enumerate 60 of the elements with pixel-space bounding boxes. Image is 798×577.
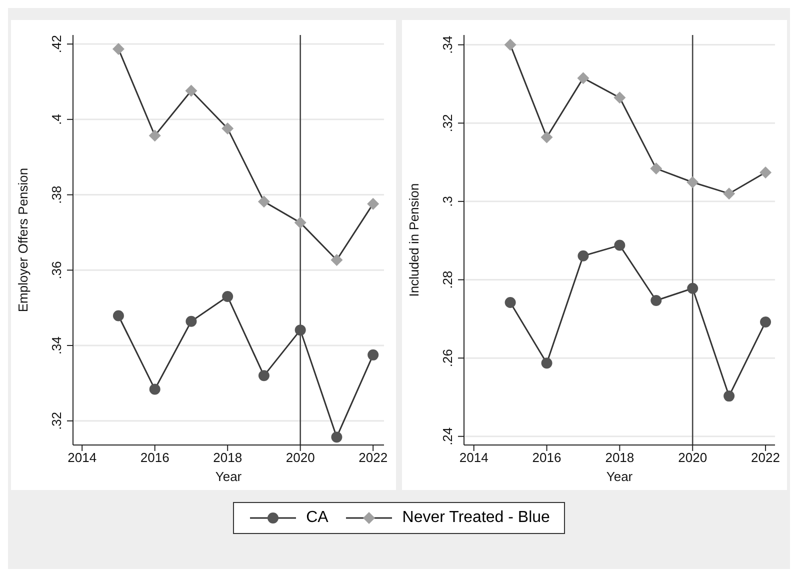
x-tick-label: 2022 — [751, 450, 780, 466]
point — [367, 198, 380, 210]
point — [760, 166, 772, 178]
y-tick-label: .24 — [440, 427, 455, 446]
point — [222, 122, 234, 134]
point — [760, 316, 772, 328]
x-axis-title: Year — [215, 469, 242, 484]
point — [614, 92, 626, 104]
point — [723, 188, 736, 200]
point — [687, 282, 698, 294]
y-tick-label: .38 — [49, 186, 64, 204]
y-tick-label: .28 — [440, 270, 455, 289]
point — [186, 316, 197, 327]
x-tick-label: 2014 — [459, 450, 488, 466]
point — [222, 291, 234, 302]
point — [368, 349, 379, 360]
point — [614, 240, 626, 251]
point — [331, 432, 342, 443]
y-tick-label: .32 — [440, 114, 455, 132]
x-tick-label: 2020 — [286, 450, 315, 466]
y-tick-label: .34 — [49, 336, 64, 355]
point — [540, 131, 553, 144]
point — [294, 324, 306, 336]
x-tick-label: 2022 — [358, 450, 388, 466]
y-tick-label: .34 — [440, 36, 455, 54]
point — [112, 310, 124, 322]
point — [578, 250, 589, 262]
y-tick-label: .42 — [49, 35, 64, 54]
point — [258, 196, 270, 208]
x-tick-label: 2018 — [605, 450, 634, 466]
point — [504, 296, 516, 308]
y-tick-label: .32 — [49, 412, 64, 430]
y-tick-label: .36 — [49, 261, 64, 280]
legend-label: CA — [306, 509, 328, 527]
point — [148, 130, 161, 142]
y-tick-label: .4 — [49, 114, 64, 125]
point — [724, 390, 735, 402]
point — [185, 84, 198, 97]
y-tick-label: .26 — [440, 349, 455, 368]
point — [258, 370, 270, 382]
y-tick-label: .3 — [440, 196, 455, 207]
point — [577, 72, 590, 84]
point — [650, 295, 662, 306]
point — [541, 358, 552, 369]
x-tick-label: 2020 — [678, 450, 708, 466]
y-axis-title: Employer Offers Pension — [16, 168, 31, 312]
x-tick-label: 2014 — [68, 450, 97, 466]
point — [504, 38, 516, 51]
point — [650, 162, 662, 175]
point — [149, 384, 160, 395]
point — [112, 42, 124, 55]
y-axis-title: Included in Pension — [406, 183, 422, 297]
x-axis-title: Year — [606, 469, 634, 484]
point — [294, 216, 306, 229]
point — [330, 254, 343, 266]
legend-label: Never Treated - Blue — [402, 509, 550, 527]
x-tick-label: 2016 — [140, 450, 170, 466]
point — [686, 176, 699, 188]
x-tick-label: 2016 — [532, 450, 562, 466]
x-tick-label: 2018 — [213, 450, 242, 466]
